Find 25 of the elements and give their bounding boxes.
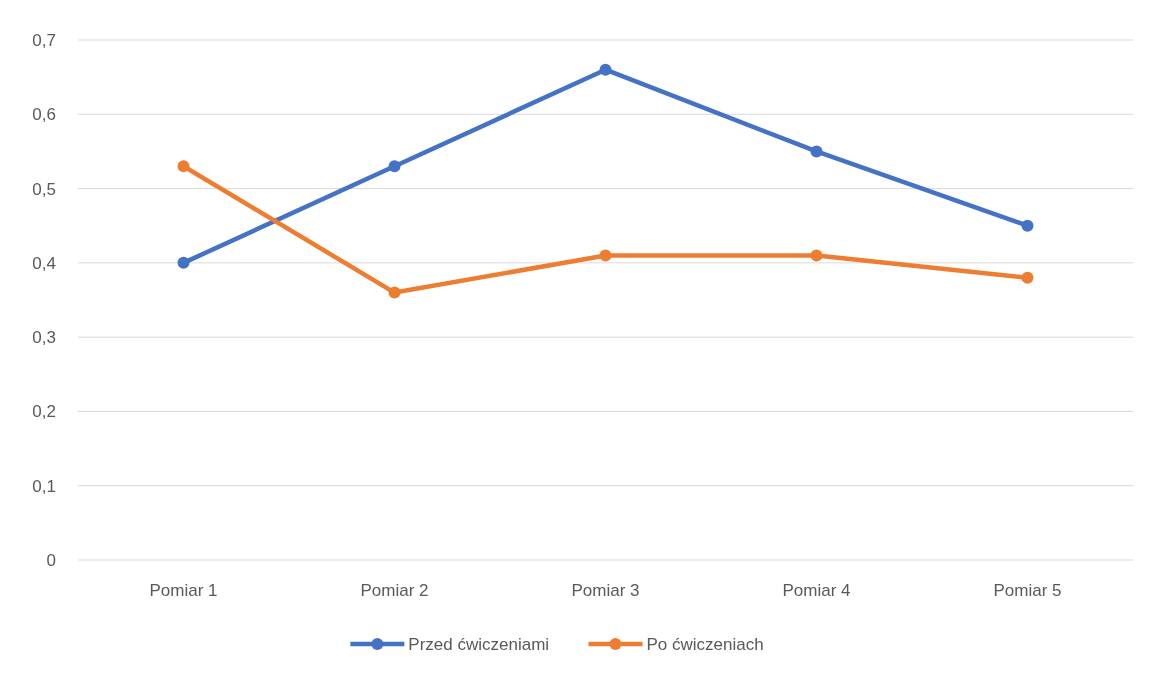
y-tick-label: 0 — [46, 550, 56, 570]
y-tick-label: 0,2 — [32, 402, 56, 422]
point — [810, 249, 823, 262]
y-tick-label: 0,1 — [32, 476, 56, 496]
x-tick-label: Pomiar 1 — [149, 581, 218, 600]
x-tick-label: Pomiar 2 — [360, 581, 429, 600]
x-tick-label: Pomiar 3 — [571, 581, 640, 600]
y-tick-label: 0,3 — [32, 328, 56, 348]
legend-label: Po ćwiczeniach — [646, 634, 764, 654]
point — [177, 160, 190, 173]
point — [599, 63, 612, 76]
point — [1021, 271, 1034, 284]
y-tick-label: 0,7 — [32, 30, 56, 50]
point — [388, 286, 401, 299]
y-tick-label: 0,4 — [32, 253, 56, 273]
point — [388, 160, 401, 173]
point — [810, 145, 823, 158]
point — [1021, 219, 1034, 232]
x-tick-label: Pomiar 5 — [993, 581, 1062, 600]
legend-label: Przed ćwiczeniami — [408, 634, 550, 654]
point — [599, 249, 612, 262]
y-tick-label: 0,5 — [32, 179, 56, 199]
y-tick-label: 0,6 — [32, 105, 56, 125]
x-tick-label: Pomiar 4 — [782, 581, 851, 600]
point — [177, 256, 190, 269]
